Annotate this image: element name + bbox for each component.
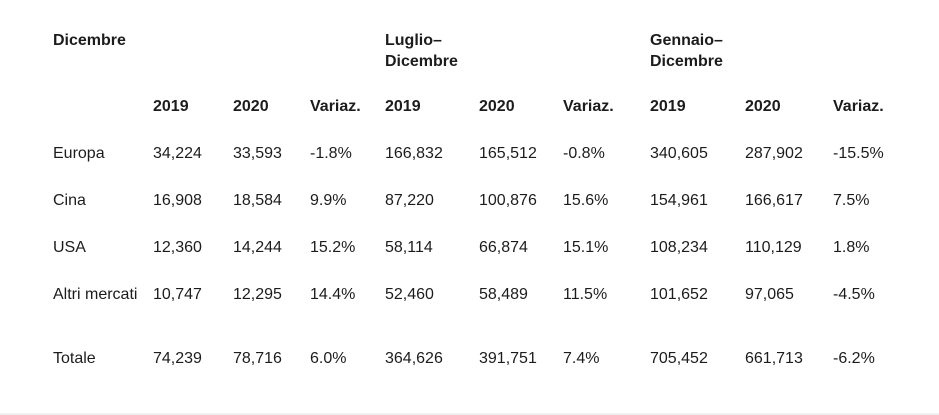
table-cell: -15.5% xyxy=(833,145,884,162)
table-cell: 66,874 xyxy=(479,239,528,256)
table-cell: 661,713 xyxy=(745,350,803,367)
table-cell: 58,489 xyxy=(479,286,528,303)
period-group-header-row: Dicembre Luglio– Dicembre Gennaio– Dicem… xyxy=(53,30,939,96)
table-cell: 705,452 xyxy=(650,350,708,367)
col-header-lugdic-2019: 2019 xyxy=(385,98,421,115)
table-cell: 108,234 xyxy=(650,239,708,256)
row-label-altri-mercati: Altri mercati xyxy=(53,286,138,303)
table-row-europa: Europa 34,224 33,593 -1.8% 166,832 165,5… xyxy=(53,143,939,190)
table-cell: 110,129 xyxy=(745,239,802,256)
col-header-dec-2020: 2020 xyxy=(233,98,269,115)
table-cell: 78,716 xyxy=(233,350,282,367)
table-cell: 15.2% xyxy=(310,239,356,256)
table-cell: 166,832 xyxy=(385,145,443,162)
col-header-gendic-variaz: Variaz. xyxy=(833,98,884,115)
table-cell: 10,747 xyxy=(153,286,202,303)
table-row-totale: Totale 74,239 78,716 6.0% 364,626 391,75… xyxy=(53,348,939,395)
col-header-dec-variaz: Variaz. xyxy=(310,98,361,115)
table-cell: 1.8% xyxy=(833,239,870,256)
table-row-altri-mercati: Altri mercati 10,747 12,295 14.4% 52,460… xyxy=(53,284,939,348)
row-label-totale: Totale xyxy=(53,350,96,367)
row-label-cina: Cina xyxy=(53,192,86,209)
table-cell: 74,239 xyxy=(153,350,202,367)
table-cell: -0.8% xyxy=(563,145,605,162)
table-cell: -1.8% xyxy=(310,145,352,162)
col-header-dec-2019: 2019 xyxy=(153,98,189,115)
table-cell: 340,605 xyxy=(650,145,708,162)
row-label-europa: Europa xyxy=(53,145,105,162)
period-group-dicembre: Dicembre xyxy=(53,30,385,51)
table-cell: 7.4% xyxy=(563,350,600,367)
table-cell: 101,652 xyxy=(650,286,708,303)
col-header-lugdic-variaz: Variaz. xyxy=(563,98,614,115)
period-group-gennaio-dicembre: Gennaio– Dicembre xyxy=(650,30,939,72)
table-cell: 100,876 xyxy=(479,192,537,209)
table-cell: 166,617 xyxy=(745,192,803,209)
table-cell: -4.5% xyxy=(833,286,875,303)
table-cell: 12,295 xyxy=(233,286,282,303)
table-cell: 87,220 xyxy=(385,192,434,209)
column-header-row: 2019 2020 Variaz. 2019 2020 Variaz. 2019… xyxy=(53,96,939,143)
table-cell: 34,224 xyxy=(153,145,202,162)
table-row-cina: Cina 16,908 18,584 9.9% 87,220 100,876 1… xyxy=(53,190,939,237)
period-group-label: Luglio– xyxy=(385,32,442,49)
table-cell: 14,244 xyxy=(233,239,282,256)
period-group-label-line2: Dicembre xyxy=(385,53,458,70)
sales-by-region-table: Dicembre Luglio– Dicembre Gennaio– Dicem… xyxy=(53,30,939,395)
col-header-lugdic-2020: 2020 xyxy=(479,98,515,115)
table-cell: 15.6% xyxy=(563,192,609,209)
table-cell: -6.2% xyxy=(833,350,875,367)
table-cell: 287,902 xyxy=(745,145,803,162)
table-cell: 97,065 xyxy=(745,286,794,303)
row-label-usa: USA xyxy=(53,239,86,256)
table-cell: 6.0% xyxy=(310,350,347,367)
table-cell: 11.5% xyxy=(563,286,608,303)
table-cell: 14.4% xyxy=(310,286,356,303)
table-cell: 58,114 xyxy=(385,239,433,256)
period-group-label: Dicembre xyxy=(53,32,126,49)
table-cell: 16,908 xyxy=(153,192,202,209)
table-row-usa: USA 12,360 14,244 15.2% 58,114 66,874 15… xyxy=(53,237,939,284)
period-group-label: Gennaio– xyxy=(650,32,723,49)
table-cell: 18,584 xyxy=(233,192,282,209)
col-header-gendic-2019: 2019 xyxy=(650,98,686,115)
table-cell: 7.5% xyxy=(833,192,870,209)
table-cell: 15.1% xyxy=(563,239,609,256)
table-cell: 9.9% xyxy=(310,192,347,209)
col-header-gendic-2020: 2020 xyxy=(745,98,781,115)
period-group-label-line2: Dicembre xyxy=(650,53,723,70)
table-cell: 52,460 xyxy=(385,286,434,303)
table-cell: 391,751 xyxy=(479,350,537,367)
period-group-luglio-dicembre: Luglio– Dicembre xyxy=(385,30,650,72)
table-cell: 364,626 xyxy=(385,350,443,367)
table-cell: 12,360 xyxy=(153,239,202,256)
table-cell: 165,512 xyxy=(479,145,537,162)
table-cell: 33,593 xyxy=(233,145,282,162)
table-cell: 154,961 xyxy=(650,192,708,209)
